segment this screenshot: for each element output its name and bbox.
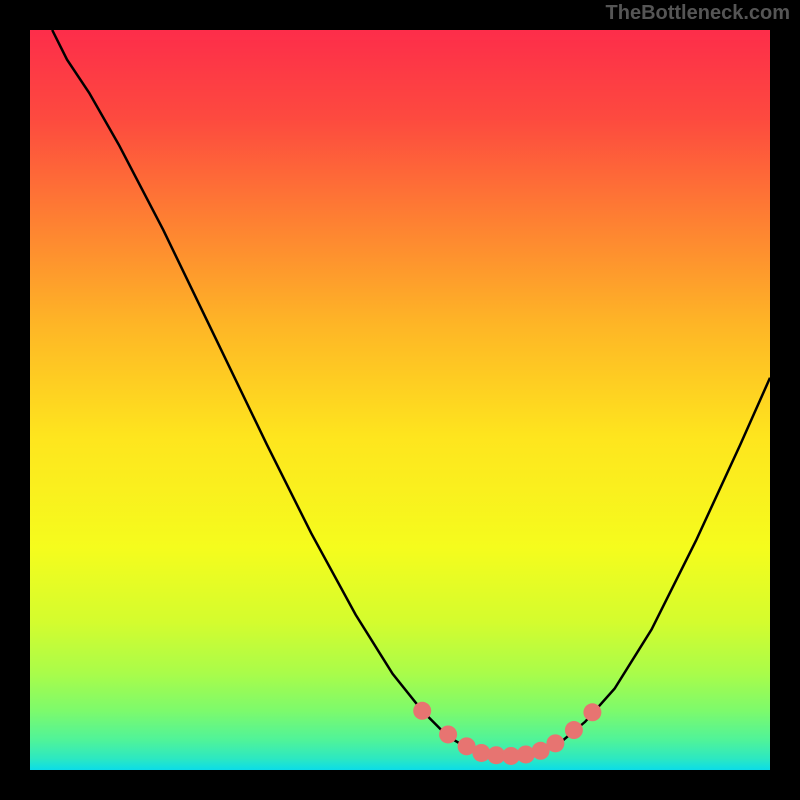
plot-background (30, 30, 770, 770)
marker-point (565, 721, 583, 739)
marker-point (413, 702, 431, 720)
marker-point (439, 725, 457, 743)
watermark-text: TheBottleneck.com (606, 2, 790, 25)
bottleneck-chart (0, 0, 800, 800)
marker-point (583, 703, 601, 721)
marker-point (546, 734, 564, 752)
